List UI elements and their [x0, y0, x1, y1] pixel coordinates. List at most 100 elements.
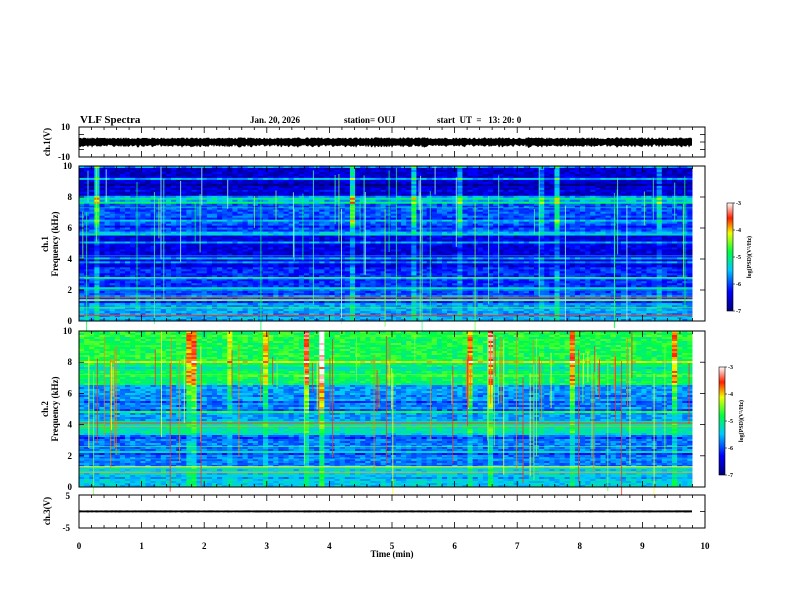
spectrogram-cell: [375, 183, 382, 187]
spectrogram-cell: [119, 171, 126, 175]
spectrogram-cell: [605, 219, 612, 223]
spectrogram-cell: [431, 239, 438, 242]
spectrogram-cell: [176, 219, 182, 223]
spectrogram-cell: [411, 215, 417, 219]
spectrogram-cell: [646, 229, 652, 232]
spectrogram-cell: [534, 235, 540, 238]
spectrogram-cell: [528, 187, 535, 191]
spectrogram-cell: [99, 189, 105, 193]
spectrogram-cell: [293, 207, 300, 211]
spectrogram-cell: [390, 183, 397, 187]
spectrogram-cell: [539, 191, 545, 195]
spectrogram-cell: [534, 187, 540, 191]
spectrogram-cell: [656, 173, 663, 177]
spectrogram-cell: [140, 183, 146, 187]
spectrogram-cell: [298, 169, 305, 173]
spectrogram-cell: [569, 241, 576, 244]
spectrogram-cell: [620, 191, 627, 195]
spectrogram-cell: [319, 169, 325, 173]
spectrogram-cell: [564, 213, 571, 217]
spectrogram-cell: [370, 179, 376, 183]
spectrogram-cell: [186, 197, 192, 201]
spectrogram-cell: [544, 237, 550, 240]
spectrogram-cell: [370, 241, 376, 244]
spectrogram-cell: [94, 225, 100, 229]
spectrogram-cell: [416, 171, 422, 175]
spectrogram-cell: [130, 219, 136, 223]
spectrogram-cell: [487, 189, 494, 193]
spectrogram-cell: [298, 243, 305, 246]
spectrogram-cell: [580, 227, 586, 230]
spectrogram-cell: [89, 199, 95, 203]
spectrogram-cell: [237, 203, 243, 207]
spectrogram-cell: [298, 211, 305, 215]
spectrogram-cell: [319, 223, 325, 227]
spectrogram-cell: [569, 217, 576, 221]
spectrogram-cell: [580, 173, 586, 177]
spectrogram-cell: [544, 183, 550, 187]
spectrogram-cell: [503, 243, 509, 246]
spectrogram-cell: [360, 195, 366, 199]
spectrogram-cell: [411, 207, 417, 211]
spectrogram-cell: [544, 203, 550, 207]
spectrogram-cell: [334, 217, 341, 221]
spectrogram-cell: [360, 215, 366, 219]
spectrogram-cell: [257, 187, 264, 191]
spectrogram-cell: [457, 195, 463, 199]
spectrogram-cell: [94, 233, 100, 236]
spectrogram-cell: [590, 173, 596, 177]
spectrogram-cell: [544, 215, 550, 219]
spectrogram-cell: [508, 209, 514, 213]
spectrogram-cell: [406, 241, 412, 244]
spectrogram-cell: [186, 211, 192, 215]
spectrogram-cell: [309, 215, 315, 219]
spectrogram-cell: [360, 183, 366, 187]
spectrogram-cell: [370, 215, 376, 219]
spectrogram-cell: [365, 235, 371, 238]
spectrogram-cell: [416, 225, 422, 229]
spectrogram-cell: [79, 197, 85, 201]
spectrogram-cell: [477, 225, 484, 229]
spectrogram-cell: [227, 239, 233, 242]
spectrogram-cell: [278, 171, 284, 175]
spectrogram-cell: [344, 235, 351, 238]
spectrogram-cell: [79, 207, 85, 211]
spectrogram-cell: [237, 219, 243, 223]
spectrogram-cell: [498, 171, 504, 175]
spectrogram-cell: [257, 169, 264, 173]
spectrogram-cell: [309, 195, 315, 199]
spectrogram-cell: [211, 203, 218, 207]
spectrogram-cell: [620, 166, 627, 169]
spectrogram-cell: [482, 205, 489, 209]
spectrogram-cell: [109, 171, 116, 175]
spectrogram-cell: [79, 225, 85, 229]
spectrogram-cell: [390, 239, 397, 242]
spectrogram-cell: [114, 229, 121, 232]
spectrogram-cell: [298, 241, 305, 244]
spectrogram-cell: [477, 175, 484, 179]
spectrogram-cell: [375, 211, 382, 215]
spectrogram-cell: [155, 167, 162, 171]
spectrogram-cell: [268, 203, 274, 207]
spectrogram-cell: [411, 235, 417, 238]
spectrogram-cell: [99, 231, 105, 234]
spectrogram-cell: [636, 199, 642, 203]
spectrogram-cell: [528, 229, 535, 232]
spectrogram-cell: [104, 191, 111, 195]
spectrogram-cell: [534, 175, 540, 179]
spectrogram-cell: [426, 175, 433, 179]
spectrogram-cell: [247, 205, 254, 209]
spectrogram-cell: [360, 199, 366, 203]
spectrogram-cell: [518, 219, 525, 223]
spectrogram-cell: [380, 201, 387, 205]
spectrogram-cell: [390, 217, 397, 221]
spectrogram-cell: [636, 241, 642, 244]
spectrogram-cell: [135, 181, 141, 185]
spectrogram-cell: [252, 227, 259, 230]
spectrogram-cell: [436, 209, 443, 213]
spectrogram-cell: [293, 193, 300, 197]
spectrogram-cell: [564, 187, 571, 191]
spectrogram-cell: [360, 209, 366, 213]
spectrogram-cell: [298, 221, 305, 225]
spectrogram-cell: [651, 189, 658, 193]
